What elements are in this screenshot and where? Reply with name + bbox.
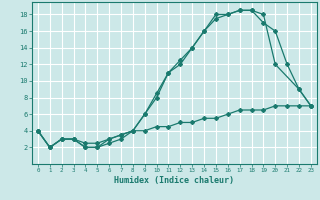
X-axis label: Humidex (Indice chaleur): Humidex (Indice chaleur) (115, 176, 234, 185)
